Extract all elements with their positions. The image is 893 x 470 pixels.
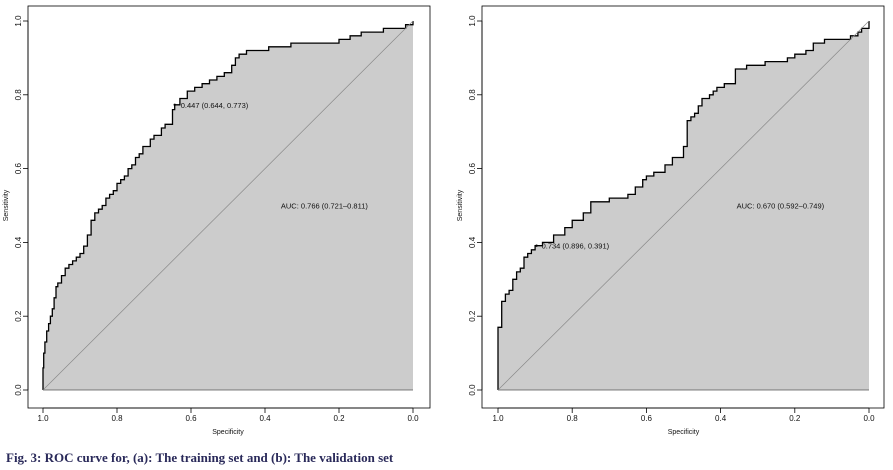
x-tick-label: 1.0	[37, 414, 49, 423]
y-axis-label: Sensitivity	[3, 189, 10, 221]
x-axis-label: Specificity	[212, 429, 244, 436]
x-axis-label: Specificity	[668, 429, 700, 436]
chance-diagonal-line	[42, 20, 414, 391]
y-tick-label: 0.0	[14, 384, 23, 396]
x-tick-label: 0.6	[641, 414, 653, 423]
x-tick-label: 0.2	[789, 414, 801, 423]
y-tick-label: 0.4	[468, 236, 477, 248]
chance-diagonal-line	[497, 20, 870, 391]
x-tick-label: 0.0	[863, 414, 875, 423]
figure-caption: Fig. 3: ROC curve for, (a): The training…	[6, 450, 394, 465]
x-tick-label: 0.0	[407, 414, 419, 423]
y-tick-label: 0.0	[468, 384, 477, 396]
x-tick-label: 0.8	[111, 414, 123, 423]
roc-curve-line	[497, 21, 870, 390]
x-tick-label: 1.0	[492, 414, 504, 423]
x-tick-label: 0.6	[185, 414, 197, 423]
chart-panel-validation: 1.0 0.8 0.6 0.4 0.2 0.0 0.0 0.2 0.4 0.6 0.8 1.0 Sp…	[457, 5, 885, 436]
y-tick-label: 1.0	[468, 15, 477, 27]
roc-curve-line	[42, 21, 414, 390]
y-axis-label: Sensitivity	[457, 189, 464, 221]
y-tick-label: 0.4	[14, 236, 23, 248]
y-tick-label: 0.8	[14, 89, 23, 101]
x-tick-label: 0.4	[715, 414, 727, 423]
x-tick-label: 0.8	[567, 414, 579, 423]
y-tick-label: 0.2	[468, 310, 477, 322]
y-tick-label: 1.0	[14, 15, 23, 27]
threshold-point	[535, 244, 538, 247]
x-tick-label: 0.4	[259, 414, 271, 423]
auc-label: AUC: 0.670 (0.592–0.749)	[737, 202, 825, 211]
threshold-label: 0.734 (0.896, 0.391)	[542, 242, 610, 251]
threshold-label: 0.447 (0.644, 0.773)	[181, 101, 249, 110]
x-tick-label: 0.2	[333, 414, 345, 423]
y-tick-label: 0.8	[468, 89, 477, 101]
threshold-point	[173, 103, 176, 106]
y-tick-label: 0.6	[14, 162, 23, 174]
y-axis: 0.0 0.2 0.4 0.6 0.8 1.0	[14, 15, 29, 396]
chart-panel-training: 1.0 0.8 0.6 0.4 0.2 0.0 0.0 0.2 0.4 0.6 0.8 1.0 Sp…	[3, 5, 431, 436]
auc-label: AUC: 0.766 (0.721–0.811)	[281, 202, 369, 211]
x-axis: 1.0 0.8 0.6 0.4 0.2 0.0	[492, 407, 875, 423]
y-tick-label: 0.2	[14, 310, 23, 322]
x-axis: 1.0 0.8 0.6 0.4 0.2 0.0	[37, 407, 419, 423]
y-axis: 0.0 0.2 0.4 0.6 0.8 1.0	[468, 15, 483, 396]
y-tick-label: 0.6	[468, 162, 477, 174]
